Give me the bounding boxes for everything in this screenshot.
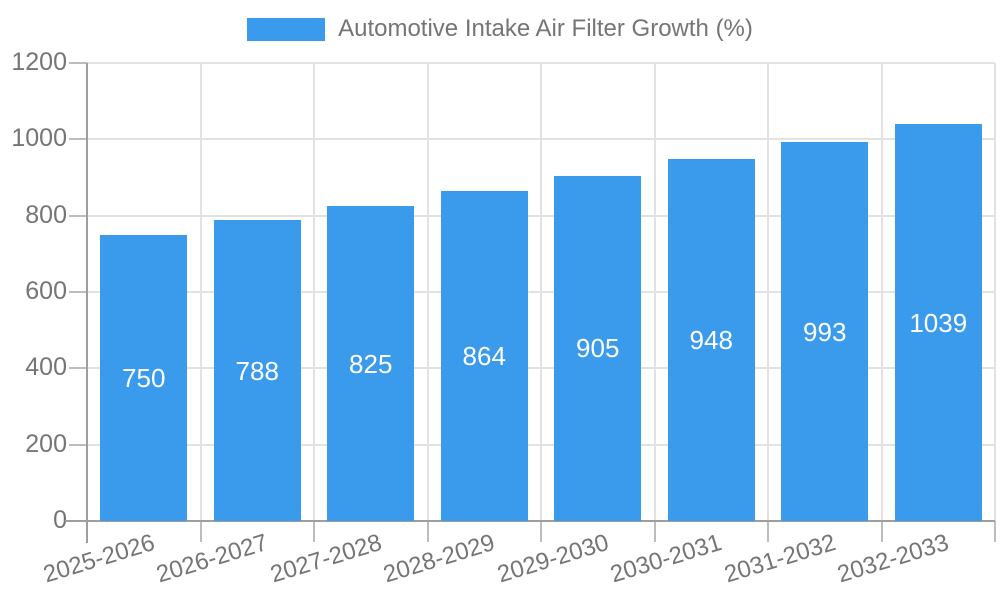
x-axis-tick xyxy=(767,521,769,542)
bar-value-label: 1039 xyxy=(909,307,968,338)
y-axis-line xyxy=(86,63,88,543)
bar-value-label: 825 xyxy=(349,348,393,379)
y-axis-tick-label: 200 xyxy=(25,429,67,458)
bar-value-label: 750 xyxy=(122,362,166,393)
x-gridline xyxy=(426,63,429,521)
x-axis-tick xyxy=(426,521,429,542)
x-gridline xyxy=(540,63,542,521)
x-gridline xyxy=(767,63,769,521)
bar-value-label: 864 xyxy=(462,341,506,372)
bar[interactable] xyxy=(100,234,188,521)
y-axis-tick xyxy=(69,367,87,370)
y-axis-tick-label: 600 xyxy=(25,277,67,305)
x-axis-tick xyxy=(994,521,996,542)
y-axis-tick xyxy=(69,138,87,141)
bar[interactable] xyxy=(781,142,869,521)
x-axis-line xyxy=(65,520,995,522)
bar[interactable] xyxy=(213,220,301,521)
x-gridline xyxy=(653,63,656,521)
y-axis-tick-label: 1200 xyxy=(11,48,67,76)
chart-legend[interactable]: Automotive Intake Air Filter Growth (%) xyxy=(0,15,1000,43)
x-gridline xyxy=(313,63,315,521)
x-gridline xyxy=(880,63,883,521)
x-gridline xyxy=(994,63,996,521)
legend-swatch xyxy=(247,17,326,41)
y-axis-tick-label: 800 xyxy=(25,200,67,229)
legend-label: Automotive Intake Air Filter Growth (%) xyxy=(338,15,753,42)
bar[interactable] xyxy=(894,124,982,521)
y-axis-tick-label: 1000 xyxy=(11,124,67,153)
y-axis-tick-label: 0 xyxy=(53,506,67,534)
y-axis-tick xyxy=(69,214,87,217)
x-axis-tick xyxy=(199,521,202,542)
bar-value-label: 905 xyxy=(576,333,620,364)
bar[interactable] xyxy=(554,175,642,521)
x-axis-tick xyxy=(653,521,656,542)
x-axis-tick xyxy=(540,521,542,542)
x-gridline xyxy=(199,63,202,521)
y-axis-tick xyxy=(69,443,87,446)
bar[interactable] xyxy=(440,191,528,521)
bar-value-label: 948 xyxy=(689,325,733,356)
bar[interactable] xyxy=(667,159,755,521)
bar[interactable] xyxy=(327,206,415,521)
y-axis-tick xyxy=(69,291,87,293)
y-axis-tick xyxy=(69,62,87,64)
x-axis-tick xyxy=(313,521,315,542)
x-axis-tick xyxy=(880,521,883,542)
y-axis-tick-label: 400 xyxy=(25,353,67,382)
bar-value-label: 788 xyxy=(235,355,279,386)
bar-value-label: 993 xyxy=(803,316,847,347)
